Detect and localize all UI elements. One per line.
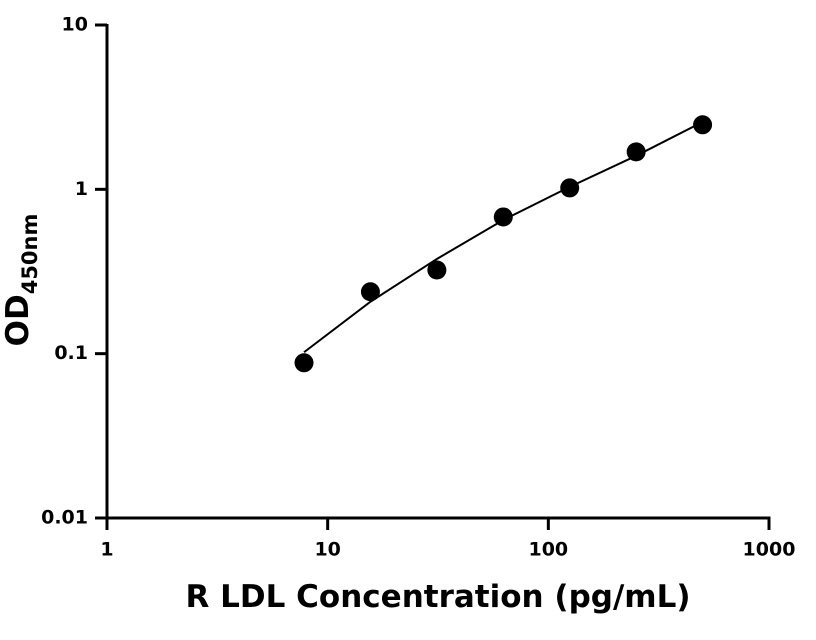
data-point bbox=[626, 142, 646, 162]
y-tick-label: 10 bbox=[62, 14, 88, 36]
x-tick-label: 1 bbox=[100, 539, 113, 561]
data-point bbox=[294, 353, 314, 373]
x-tick-label: 10 bbox=[314, 539, 340, 561]
y-axis-label-sub: 450nm bbox=[18, 214, 42, 295]
fit-line bbox=[303, 121, 704, 354]
y-tick-label: 1 bbox=[75, 178, 88, 200]
data-point bbox=[693, 115, 713, 135]
y-tick-label: 0.1 bbox=[54, 342, 88, 364]
y-tick-label: 0.01 bbox=[41, 507, 88, 529]
data-point bbox=[427, 260, 447, 280]
y-axis-label: OD450nm bbox=[0, 214, 42, 347]
x-tick-label: 100 bbox=[528, 539, 568, 561]
y-axis-label-main: OD bbox=[0, 294, 36, 346]
x-tick-label: 1000 bbox=[743, 539, 796, 561]
data-point bbox=[360, 282, 380, 302]
x-axis-label: R LDL Concentration (pg/mL) bbox=[185, 579, 690, 615]
